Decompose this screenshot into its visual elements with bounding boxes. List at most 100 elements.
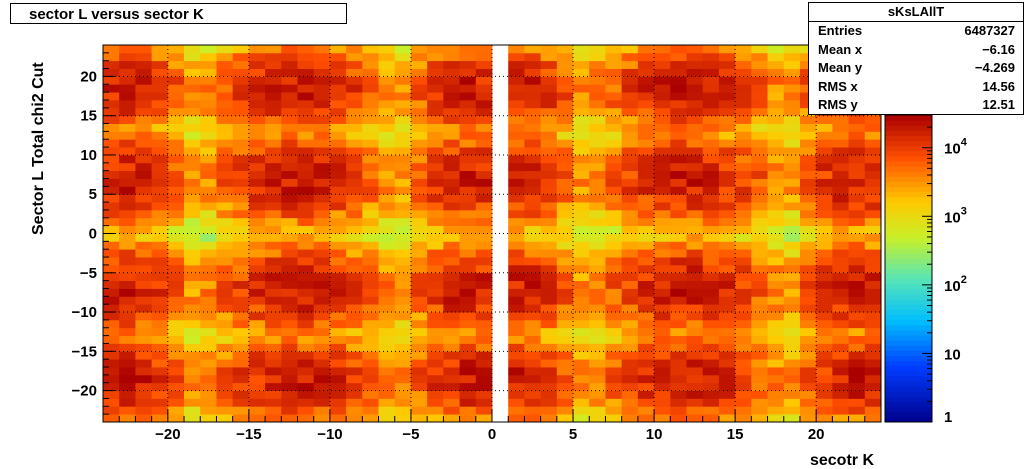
heatmap-cell [281,209,298,219]
heatmap-cell [232,60,250,69]
palette-swatch [885,324,932,331]
heatmap-cell [459,312,477,321]
heatmap-cell [637,374,655,384]
heatmap-cell [410,327,428,336]
heatmap-cell [556,249,574,258]
heatmap-cell [184,351,201,360]
heatmap-cell [751,241,768,250]
palette-swatch [885,329,932,336]
heatmap-cell [589,139,606,148]
heatmap-cell [702,414,720,423]
heatmap-cell [297,296,315,305]
heatmap-cell [783,390,801,399]
heatmap-cell [540,233,558,242]
heatmap-cell [232,335,250,344]
heatmap-cell [735,115,752,124]
heatmap-cell [135,217,153,227]
heatmap-cell [686,319,704,329]
heatmap-cell [362,335,379,344]
heatmap-cell [589,202,606,211]
heatmap-cell [702,257,720,266]
heatmap-cell [119,92,136,101]
heatmap-cell [767,60,785,69]
palette-swatch [885,278,932,285]
heatmap-cell [589,45,606,54]
heatmap-cell [297,115,315,124]
heatmap-cell [702,202,720,211]
heatmap-cell [524,60,542,69]
heatmap-cell [621,257,639,266]
heatmap-cell [184,217,201,227]
heatmap-cell [394,319,412,329]
heatmap-cell [556,123,574,132]
heatmap-cell [605,382,623,391]
heatmap-cell [540,414,558,423]
heatmap-cell [605,52,623,62]
heatmap-cell [329,374,347,384]
heatmap-cell [297,178,315,187]
heatmap-cell [103,131,120,140]
heatmap-cell [362,398,379,407]
heatmap-cell [718,107,736,117]
heatmap-cell [475,374,493,384]
heatmap-cell [216,382,234,391]
heatmap-cell [718,99,736,109]
heatmap-cell [151,335,169,344]
heatmap-cell [167,52,185,62]
heatmap-cell [573,60,590,69]
heatmap-cell [654,76,671,85]
heatmap-cell [718,319,736,329]
heatmap-cell [184,304,201,313]
heatmap-cell [573,52,590,62]
heatmap-cell [540,249,558,258]
heatmap-cell [670,178,687,187]
heatmap-cell [832,178,849,187]
heatmap-cell [184,202,201,211]
heatmap-cell [329,107,347,117]
heatmap-cell [508,296,525,305]
heatmap-cell [410,60,428,69]
heatmap-cell [654,170,671,179]
heatmap-cell [670,241,687,250]
heatmap-cell [832,390,849,399]
heatmap-cell [378,327,396,336]
heatmap-cell [864,178,882,187]
x-tick-label: −10 [317,426,342,443]
heatmap-cell [459,296,477,305]
heatmap-cell [119,351,136,360]
heatmap-cell [540,76,558,85]
heatmap-cell [443,162,460,172]
heatmap-cell [394,343,412,352]
heatmap-cell [216,217,234,227]
heatmap-cell [135,162,153,172]
heatmap-cell [670,194,687,203]
heatmap-cell [621,217,639,227]
heatmap-cell [362,194,379,203]
heatmap-cell [378,84,396,93]
heatmap-cell [589,241,606,250]
heatmap-cell [735,257,752,266]
heatmap-cell [459,45,477,54]
heatmap-cell [378,178,396,187]
heatmap-cell [410,249,428,258]
heatmap-cell [378,414,396,423]
heatmap-cell [313,209,331,219]
heatmap-cell [151,374,169,384]
heatmap-cell [443,139,460,148]
heatmap-cell [848,296,866,305]
heatmap-cell [475,99,493,109]
heatmap-cell [637,76,655,85]
heatmap-cell [443,241,460,250]
heatmap-cell [475,123,493,132]
heatmap-cell [702,351,720,360]
heatmap-cell [184,319,201,329]
heatmap-cell [799,162,817,172]
heatmap-cell [508,186,525,195]
heatmap-cell [329,335,347,344]
heatmap-cell [767,154,785,164]
heatmap-cell [459,76,477,85]
heatmap-cell [216,107,234,117]
heatmap-cell [232,76,250,85]
heatmap-cell [265,272,282,282]
heatmap-cell [410,194,428,203]
